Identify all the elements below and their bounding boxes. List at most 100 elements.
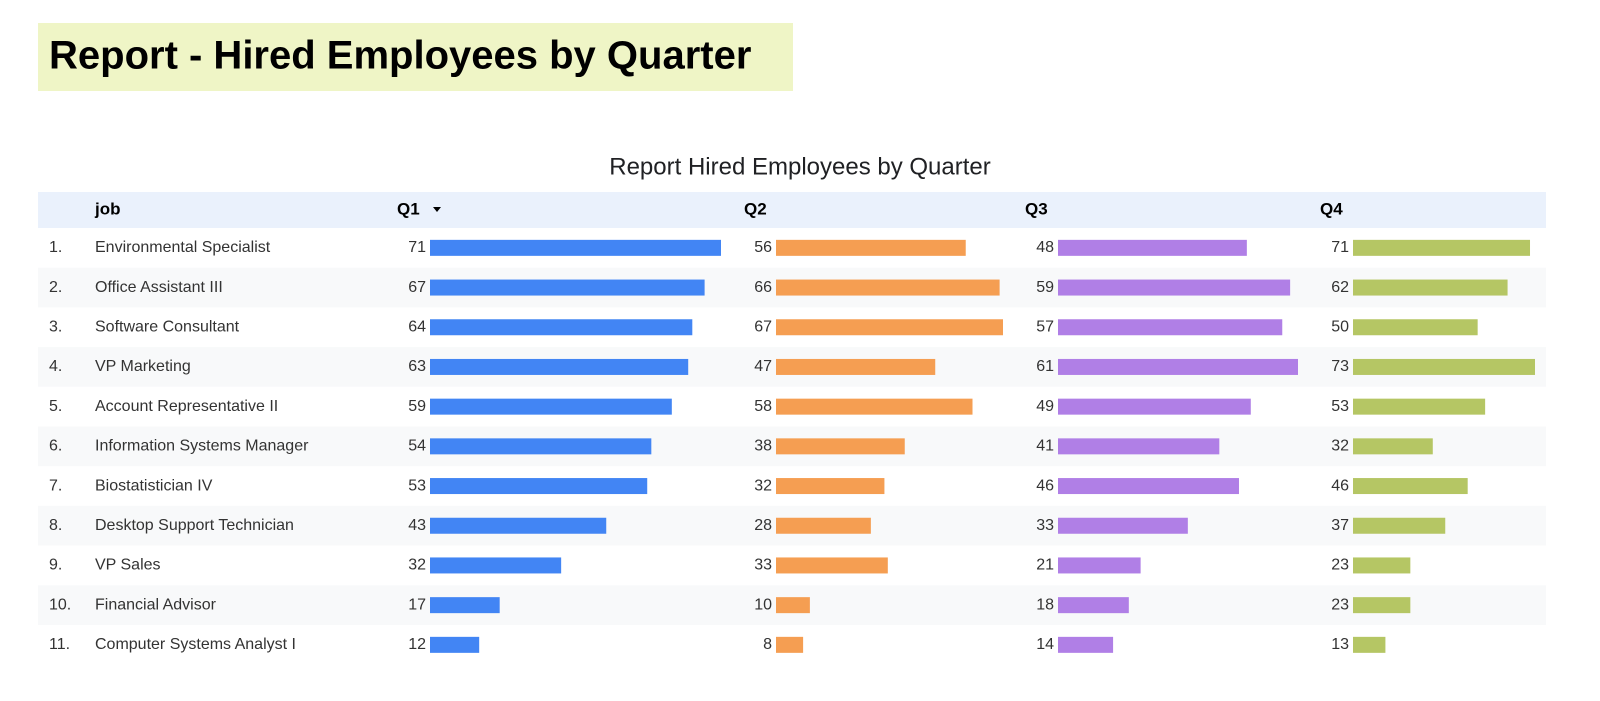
- column-header[interactable]: Q2: [744, 199, 767, 218]
- column-header[interactable]: Q1: [397, 199, 420, 218]
- row-index: 10.: [49, 596, 71, 613]
- bar: [1353, 358, 1535, 375]
- bar: [430, 517, 607, 534]
- row-index: 8.: [49, 517, 62, 534]
- row-index: 1.: [49, 239, 62, 256]
- bar: [1353, 438, 1433, 455]
- value-label: 17: [408, 596, 426, 613]
- value-label: 56: [754, 239, 772, 256]
- bar: [430, 358, 689, 375]
- bar: [430, 319, 693, 336]
- value-label: 21: [1036, 557, 1054, 574]
- bar: [430, 239, 721, 256]
- row-index: 11.: [49, 636, 70, 653]
- value-label: 46: [1036, 477, 1054, 494]
- bar: [1353, 478, 1468, 495]
- value-label: 46: [1331, 477, 1349, 494]
- bar: [1353, 517, 1446, 534]
- value-label: 32: [754, 477, 772, 494]
- bar: [430, 636, 480, 653]
- bar: [1353, 597, 1411, 614]
- value-label: 47: [754, 358, 772, 375]
- value-label: 23: [1331, 596, 1349, 613]
- value-label: 43: [408, 517, 426, 534]
- bar: [776, 478, 885, 495]
- value-label: 57: [1036, 318, 1054, 335]
- value-label: 62: [1331, 279, 1349, 296]
- job-name: VP Marketing: [95, 358, 191, 375]
- header-row: [38, 192, 1546, 228]
- value-label: 32: [1331, 438, 1349, 455]
- row-index: 9.: [49, 557, 62, 574]
- value-label: 33: [1036, 517, 1054, 534]
- bar: [776, 239, 966, 256]
- row-index: 5.: [49, 398, 62, 415]
- bar: [1353, 239, 1531, 256]
- job-name: Desktop Support Technician: [95, 517, 294, 534]
- job-name: Office Assistant III: [95, 279, 223, 296]
- value-label: 18: [1036, 596, 1054, 613]
- bar: [1058, 279, 1291, 296]
- value-label: 59: [1036, 279, 1054, 296]
- bar: [1353, 636, 1386, 653]
- table-title: Report Hired Employees by Quarter: [609, 153, 991, 180]
- value-label: 8: [763, 636, 772, 653]
- job-name: Financial Advisor: [95, 596, 217, 613]
- bar: [776, 358, 936, 375]
- bar: [776, 438, 905, 455]
- bar: [776, 398, 973, 415]
- bar: [776, 517, 871, 534]
- value-label: 67: [754, 318, 772, 335]
- bar: [430, 398, 672, 415]
- column-header[interactable]: Q4: [1320, 199, 1343, 218]
- bar: [1058, 636, 1114, 653]
- bar: [1058, 398, 1251, 415]
- value-label: 71: [1331, 239, 1349, 256]
- job-name: Software Consultant: [95, 318, 240, 335]
- bar: [776, 636, 804, 653]
- row-index: 2.: [49, 279, 62, 296]
- column-header[interactable]: job: [94, 199, 121, 218]
- value-label: 33: [754, 557, 772, 574]
- bar: [430, 438, 652, 455]
- row-index: 4.: [49, 358, 62, 375]
- bar: [776, 557, 888, 574]
- value-label: 38: [754, 438, 772, 455]
- job-name: Environmental Specialist: [95, 239, 271, 256]
- bar: [1353, 319, 1478, 336]
- value-label: 54: [408, 438, 426, 455]
- title-box: [38, 23, 793, 91]
- value-label: 64: [408, 318, 426, 335]
- job-name: Information Systems Manager: [95, 438, 309, 455]
- value-label: 28: [754, 517, 772, 534]
- value-label: 53: [1331, 398, 1349, 415]
- value-label: 14: [1036, 636, 1054, 653]
- value-label: 13: [1331, 636, 1349, 653]
- bar: [1058, 478, 1239, 495]
- job-name: Computer Systems Analyst I: [95, 636, 296, 653]
- report-title: Report - Hired Employees by Quarter: [49, 34, 751, 78]
- bar: [430, 478, 648, 495]
- value-label: 53: [408, 477, 426, 494]
- value-label: 61: [1036, 358, 1054, 375]
- job-name: Biostatistician IV: [95, 477, 213, 494]
- bar: [1353, 557, 1411, 574]
- sort-arrow: [433, 207, 441, 212]
- value-label: 67: [408, 279, 426, 296]
- job-name: Account Representative II: [95, 398, 278, 415]
- value-label: 49: [1036, 398, 1054, 415]
- job-name: VP Sales: [95, 557, 161, 574]
- value-label: 12: [408, 636, 426, 653]
- value-label: 66: [754, 279, 772, 296]
- bar: [1058, 358, 1298, 375]
- row-index: 7.: [49, 477, 62, 494]
- bar: [1353, 279, 1508, 296]
- bar: [1058, 597, 1129, 614]
- value-label: 41: [1036, 438, 1054, 455]
- column-header[interactable]: Q3: [1025, 199, 1048, 218]
- value-label: 10: [754, 596, 772, 613]
- bar: [776, 597, 810, 614]
- bar: [430, 557, 562, 574]
- row-index: 3.: [49, 318, 62, 335]
